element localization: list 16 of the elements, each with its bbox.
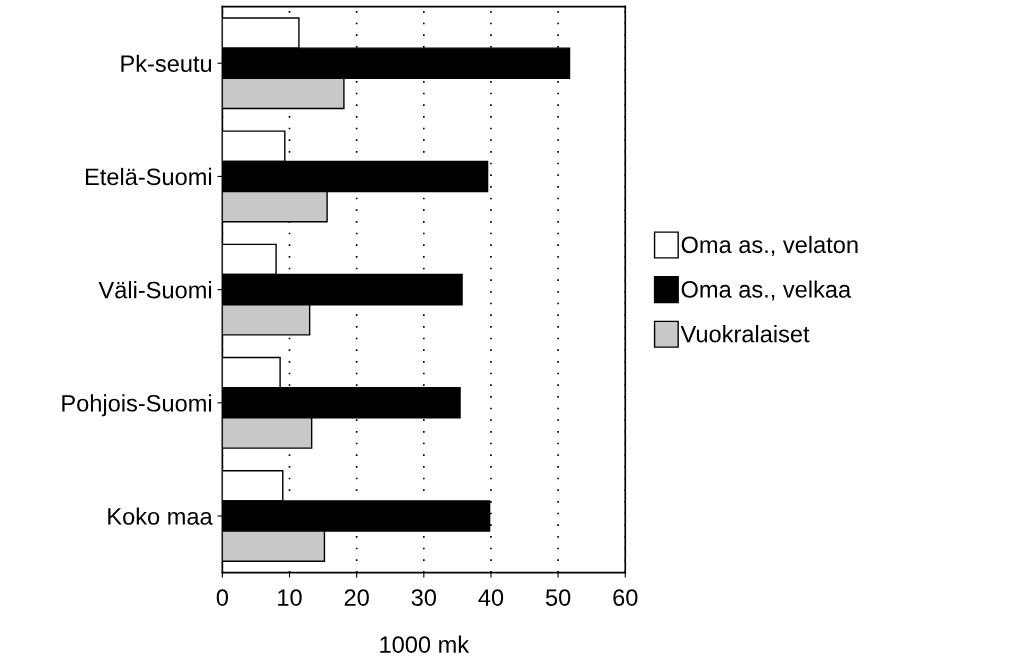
x-tick-label: 0 [216, 589, 228, 606]
legend-label: Oma as., velaton [681, 235, 858, 256]
x-tick-label: 20 [344, 589, 369, 606]
x-tick-label: 40 [478, 589, 504, 606]
y-tick-label: Koko maa [108, 507, 213, 525]
x-tick-label: 30 [411, 589, 437, 606]
y-tick-label: Pohjois-Suomi [62, 394, 212, 417]
x-axis-title: 1000 mk [380, 635, 470, 653]
x-tick-label: 10 [278, 589, 302, 606]
x-tick-label: 60 [613, 589, 638, 606]
y-tick-label: Etelä-Suomi [85, 167, 212, 186]
x-tick-label: 50 [545, 589, 571, 606]
legend-label: Vuokralaiset [680, 325, 810, 343]
y-tick-label: Väli-Suomi [98, 281, 212, 299]
legend-label: Oma as., velkaa [681, 280, 852, 301]
y-tick-label: Pk-seutu [121, 54, 212, 73]
